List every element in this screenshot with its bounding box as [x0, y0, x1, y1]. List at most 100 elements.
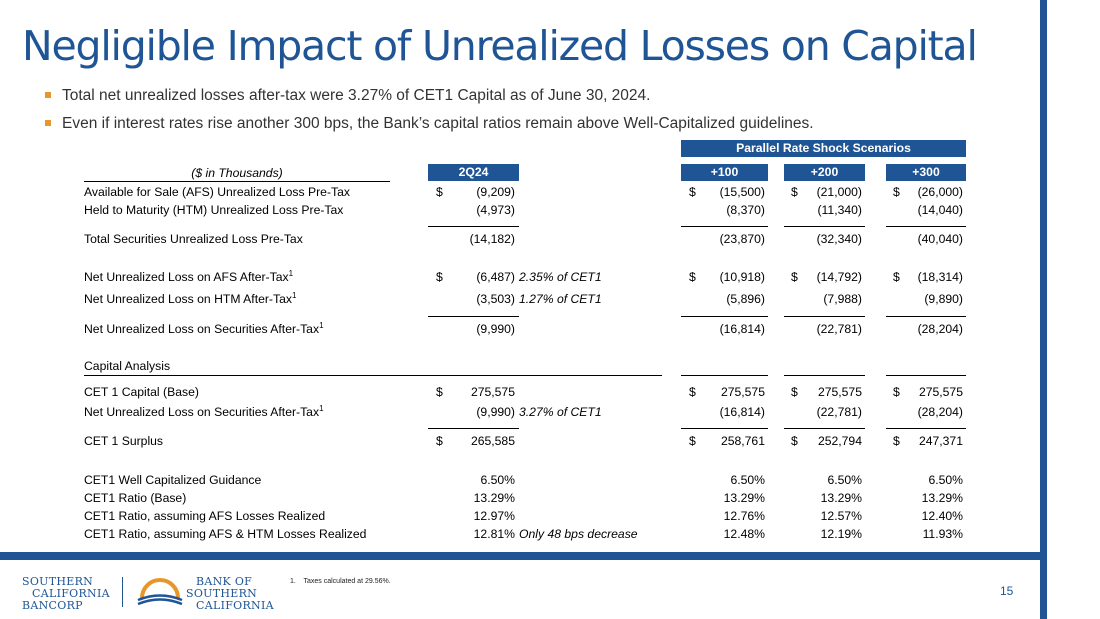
capital-analysis-heading: Capital Analysis: [84, 359, 171, 373]
sum-rule: [784, 226, 865, 227]
currency-symbol: $: [689, 434, 696, 448]
cell-value: 6.50%: [928, 473, 963, 487]
footnote-marker: 1: [291, 290, 297, 300]
cell-value: (9,990): [476, 322, 515, 336]
row-label: CET1 Ratio (Base): [84, 491, 187, 505]
cet1-note: 3.27% of CET1: [519, 405, 602, 419]
cell-value: (16,814): [719, 405, 765, 419]
capital-analysis-rule: [681, 375, 768, 376]
currency-symbol: $: [893, 270, 900, 284]
right-accent-bar: [1040, 0, 1047, 619]
cell-value: (5,896): [726, 292, 765, 306]
cell-value: (4,973): [476, 203, 515, 217]
bancorp-logo-line-2: CALIFORNIA: [32, 587, 110, 600]
cell-value: (28,204): [917, 322, 963, 336]
cell-value: 258,761: [720, 434, 765, 448]
currency-symbol: $: [436, 385, 443, 399]
cell-value: (11,340): [817, 203, 863, 217]
cell-value: 13.29%: [820, 491, 862, 505]
cell-value: (8,370): [726, 203, 765, 217]
column-header-2q24: 2Q24: [428, 164, 519, 181]
logo-divider: [122, 577, 123, 607]
cell-value: 12.81%: [473, 527, 515, 541]
column-header-plus200: +200: [784, 164, 865, 181]
footnote: 1. Taxes calculated at 29.56%.: [290, 578, 391, 585]
cell-value: 12.97%: [473, 509, 515, 523]
cell-value: 275,575: [817, 385, 862, 399]
currency-symbol: $: [893, 434, 900, 448]
row-label: Net Unrealized Loss on Securities After-…: [84, 320, 324, 336]
cell-value: (9,209): [476, 185, 515, 199]
sum-rule: [428, 428, 519, 429]
footnote-marker: 1: [288, 268, 294, 278]
column-header-plus100: +100: [681, 164, 768, 181]
cell-value: 6.50%: [730, 473, 765, 487]
footnote-marker: 1: [319, 403, 324, 413]
row-label: CET1 Ratio, assuming AFS Losses Realized: [84, 509, 326, 523]
currency-symbol: $: [791, 270, 798, 284]
cell-value: (14,182): [469, 232, 515, 246]
sum-rule: [681, 226, 768, 227]
row-label: Total Securities Unrealized Loss Pre-Tax: [84, 232, 303, 246]
bank-logo-line-2: SOUTHERN: [186, 587, 258, 600]
cell-value: (16,814): [719, 322, 765, 336]
cell-value: 275,575: [918, 385, 963, 399]
currency-symbol: $: [893, 185, 900, 199]
cell-value: (22,781): [816, 405, 862, 419]
cell-value: 252,794: [817, 434, 862, 448]
capital-analysis-rule: [886, 375, 966, 376]
currency-symbol: $: [436, 185, 443, 199]
page-number: 15: [1000, 584, 1014, 598]
cell-value: 6.50%: [827, 473, 862, 487]
units-underline: [84, 181, 390, 182]
cell-value: (21,000): [816, 185, 862, 199]
cell-value: (23,870): [719, 232, 765, 246]
cell-value: (32,340): [816, 232, 862, 246]
bancorp-logo-line-1: SOUTHERN: [22, 575, 94, 588]
sum-rule: [784, 428, 865, 429]
cell-value: (9,990): [476, 405, 515, 419]
cet1-note: Only 48 bps decrease: [519, 527, 638, 541]
currency-symbol: $: [689, 385, 696, 399]
cell-value: 247,371: [918, 434, 963, 448]
cell-value: (14,040): [917, 203, 963, 217]
sum-rule: [681, 428, 768, 429]
cell-value: 13.29%: [473, 491, 515, 505]
capital-analysis-rule: [84, 375, 662, 376]
currency-symbol: $: [689, 185, 696, 199]
sum-rule: [681, 316, 768, 317]
currency-symbol: $: [436, 270, 443, 284]
currency-symbol: $: [791, 385, 798, 399]
row-label: Net Unrealized Loss on AFS After-Tax1: [84, 268, 294, 284]
sum-rule: [428, 226, 519, 227]
row-label: Held to Maturity (HTM) Unrealized Loss P…: [84, 203, 344, 217]
currency-symbol: $: [689, 270, 696, 284]
cell-value: 12.76%: [723, 509, 765, 523]
cell-value: (10,918): [719, 270, 765, 284]
cell-value: (3,503): [476, 292, 515, 306]
bullet-square-icon: [45, 120, 51, 126]
cell-value: 12.57%: [820, 509, 862, 523]
bank-sunrise-logo-icon: [137, 578, 183, 606]
cell-value: (9,890): [924, 292, 963, 306]
bank-logo-line-3: CALIFORNIA: [196, 599, 274, 612]
cell-value: (14,792): [816, 270, 862, 284]
bullet-1-text: Total net unrealized losses after-tax we…: [62, 87, 651, 104]
row-label: CET1 Well Capitalized Guidance: [84, 473, 262, 487]
cell-value: (40,040): [917, 232, 963, 246]
bancorp-logo-line-3: BANCORP: [22, 599, 83, 612]
cell-value: 6.50%: [480, 473, 515, 487]
cell-value: 275,575: [470, 385, 515, 399]
cell-value: (26,000): [917, 185, 963, 199]
sum-rule: [886, 428, 966, 429]
bullet-2: Even if interest rates rise another 300 …: [45, 115, 814, 133]
bank-logo-line-1: BANK OF: [196, 575, 253, 588]
cell-value: 12.19%: [820, 527, 862, 541]
cell-value: (15,500): [719, 185, 765, 199]
bullet-1: Total net unrealized losses after-tax we…: [45, 87, 651, 105]
footer-bar: [0, 552, 1047, 560]
currency-symbol: $: [791, 434, 798, 448]
row-label: CET 1 Capital (Base): [84, 385, 199, 399]
units-label: ($ in Thousands): [191, 166, 283, 180]
sum-rule: [886, 226, 966, 227]
